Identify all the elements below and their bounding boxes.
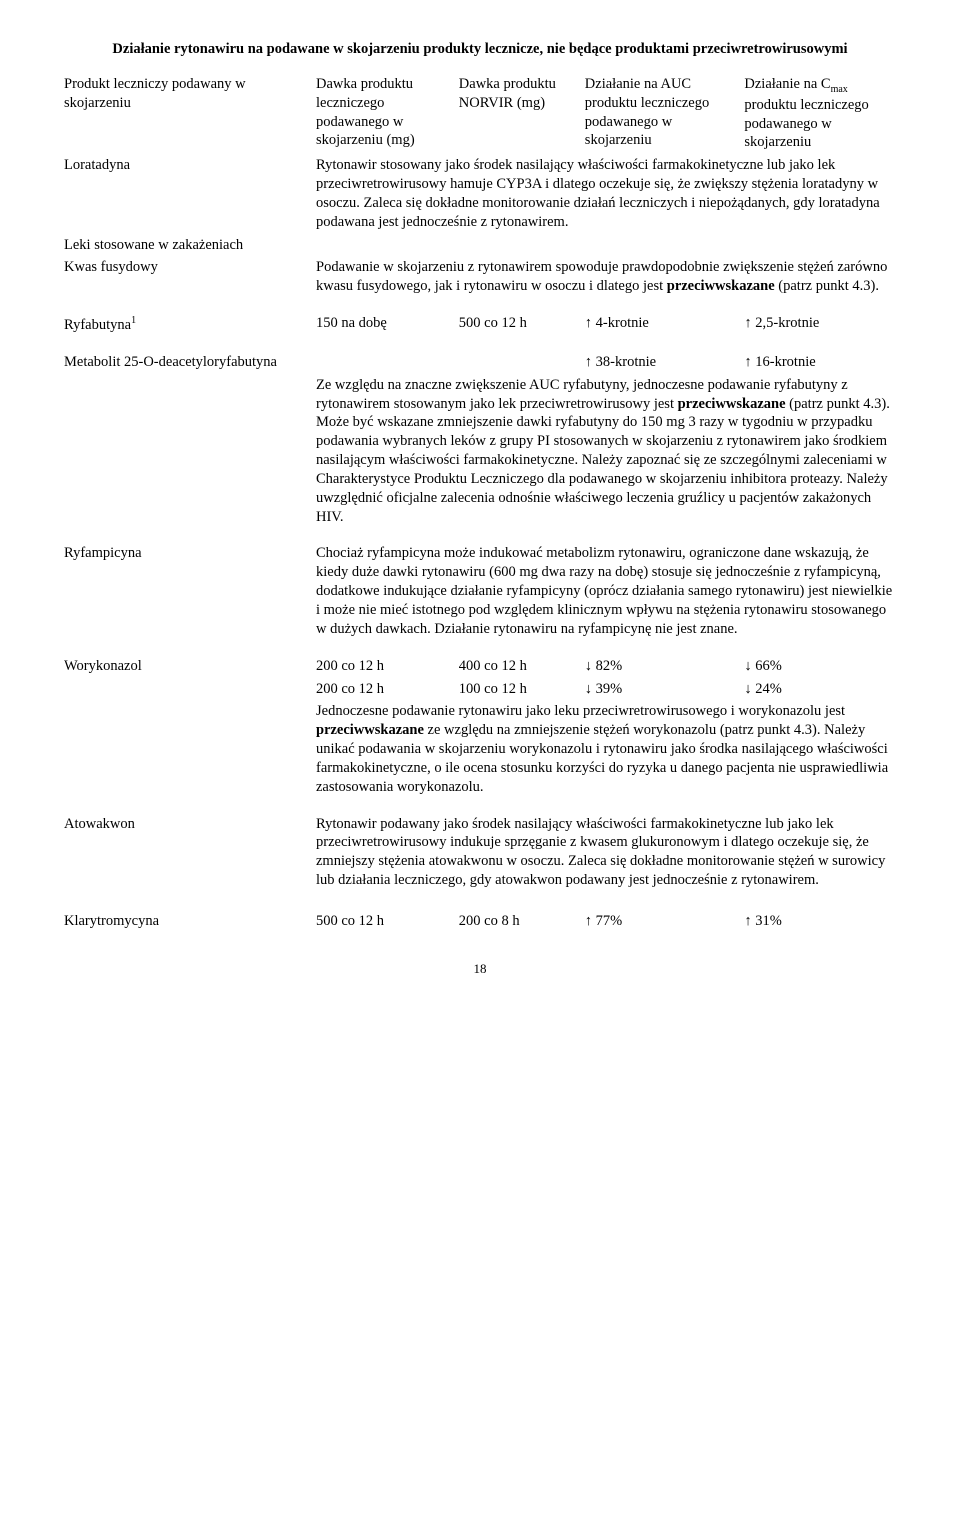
worykonazol-r1-dose: 200 co 12 h	[312, 655, 455, 678]
row-metabolit-text: Ze względu na znaczne zwiększenie AUC ry…	[60, 374, 900, 529]
col-cmax: Działanie na Cmax produktu leczniczego p…	[740, 73, 900, 154]
row-metabolit-values: Metabolit 25-O-deacetyloryfabutyna ↑ 38-…	[60, 351, 900, 374]
worykonazol-r2-dose: 200 co 12 h	[312, 678, 455, 701]
interaction-table: Produkt leczniczy podawany w skojarzeniu…	[60, 73, 900, 933]
kwas-name: Kwas fusydowy	[60, 256, 312, 298]
klarytromycyna-auc: ↑ 77%	[581, 910, 741, 933]
metabolit-auc: ↑ 38-krotnie	[581, 351, 741, 374]
klarytromycyna-norvir: 200 co 8 h	[455, 910, 581, 933]
worykonazol-text: Jednoczesne podawanie rytonawiru jako le…	[312, 700, 900, 798]
row-ryfampicyna: Ryfampicyna Chociaż ryfampicyna może ind…	[60, 542, 900, 640]
worykonazol-r1-norvir: 400 co 12 h	[455, 655, 581, 678]
row-klarytromycyna: Klarytromycyna 500 co 12 h 200 co 8 h ↑ …	[60, 910, 900, 933]
col-product: Produkt leczniczy podawany w skojarzeniu	[60, 73, 312, 154]
col-dose: Dawka produktu leczniczego podawanego w …	[312, 73, 455, 154]
header-row: Produkt leczniczy podawany w skojarzeniu…	[60, 73, 900, 154]
worykonazol-r1-cmax: ↓ 66%	[740, 655, 900, 678]
klarytromycyna-cmax: ↑ 31%	[740, 910, 900, 933]
ryfabutyna-name: Ryfabutyna1	[60, 312, 312, 337]
section-infections: Leki stosowane w zakażeniach	[60, 234, 900, 257]
worykonazol-text-a: Jednoczesne podawanie rytonawiru jako le…	[316, 703, 845, 719]
worykonazol-r2-cmax: ↓ 24%	[740, 678, 900, 701]
metabolit-text: Ze względu na znaczne zwiększenie AUC ry…	[312, 374, 900, 529]
row-ryfabutyna: Ryfabutyna1 150 na dobę 500 co 12 h ↑ 4-…	[60, 312, 900, 337]
section-heading: Leki stosowane w zakażeniach	[60, 234, 900, 257]
page-number: 18	[60, 961, 900, 978]
ryfampicyna-name: Ryfampicyna	[60, 542, 312, 640]
atowakwon-text: Rytonawir podawany jako środek nasilając…	[312, 813, 900, 892]
metabolit-text-b: przeciwwskazane	[678, 396, 786, 412]
page-title: Działanie rytonawiru na podawane w skoja…	[60, 40, 900, 59]
atowakwon-name: Atowakwon	[60, 813, 312, 892]
metabolit-name: Metabolit 25-O-deacetyloryfabutyna	[60, 351, 312, 374]
row-worykonazol-1: Worykonazol 200 co 12 h 400 co 12 h ↓ 82…	[60, 655, 900, 678]
klarytromycyna-dose: 500 co 12 h	[312, 910, 455, 933]
kwas-text-b: przeciwwskazane	[667, 278, 775, 294]
row-atowakwon: Atowakwon Rytonawir podawany jako środek…	[60, 813, 900, 892]
ryfampicyna-text: Chociaż ryfampicyna może indukować metab…	[312, 542, 900, 640]
worykonazol-r2-norvir: 100 co 12 h	[455, 678, 581, 701]
row-kwas-fusydowy: Kwas fusydowy Podawanie w skojarzeniu z …	[60, 256, 900, 298]
metabolit-text-c: (patrz punkt 4.3). Może być wskazane zmn…	[316, 396, 890, 525]
kwas-text: Podawanie w skojarzeniu z rytonawirem sp…	[312, 256, 900, 298]
metabolit-cmax: ↑ 16-krotnie	[740, 351, 900, 374]
row-worykonazol-2: 200 co 12 h 100 co 12 h ↓ 39% ↓ 24%	[60, 678, 900, 701]
row-loratadyna: Loratadyna Rytonawir stosowany jako środ…	[60, 154, 900, 233]
ryfabutyna-norvir: 500 co 12 h	[455, 312, 581, 337]
loratadyna-name: Loratadyna	[60, 154, 312, 233]
loratadyna-text: Rytonawir stosowany jako środek nasilają…	[312, 154, 900, 233]
worykonazol-r2-auc: ↓ 39%	[581, 678, 741, 701]
ryfabutyna-sup: 1	[131, 315, 136, 326]
col-norvir: Dawka produktu NORVIR (mg)	[455, 73, 581, 154]
row-worykonazol-text: Jednoczesne podawanie rytonawiru jako le…	[60, 700, 900, 798]
ryfabutyna-dose: 150 na dobę	[312, 312, 455, 337]
ryfabutyna-auc: ↑ 4-krotnie	[581, 312, 741, 337]
worykonazol-name: Worykonazol	[60, 655, 312, 678]
worykonazol-r1-auc: ↓ 82%	[581, 655, 741, 678]
col-auc: Działanie na AUC produktu leczniczego po…	[581, 73, 741, 154]
klarytromycyna-name: Klarytromycyna	[60, 910, 312, 933]
worykonazol-text-b: przeciwwskazane	[316, 722, 424, 738]
kwas-text-c: (patrz punkt 4.3).	[775, 278, 879, 294]
ryfabutyna-cmax: ↑ 2,5-krotnie	[740, 312, 900, 337]
